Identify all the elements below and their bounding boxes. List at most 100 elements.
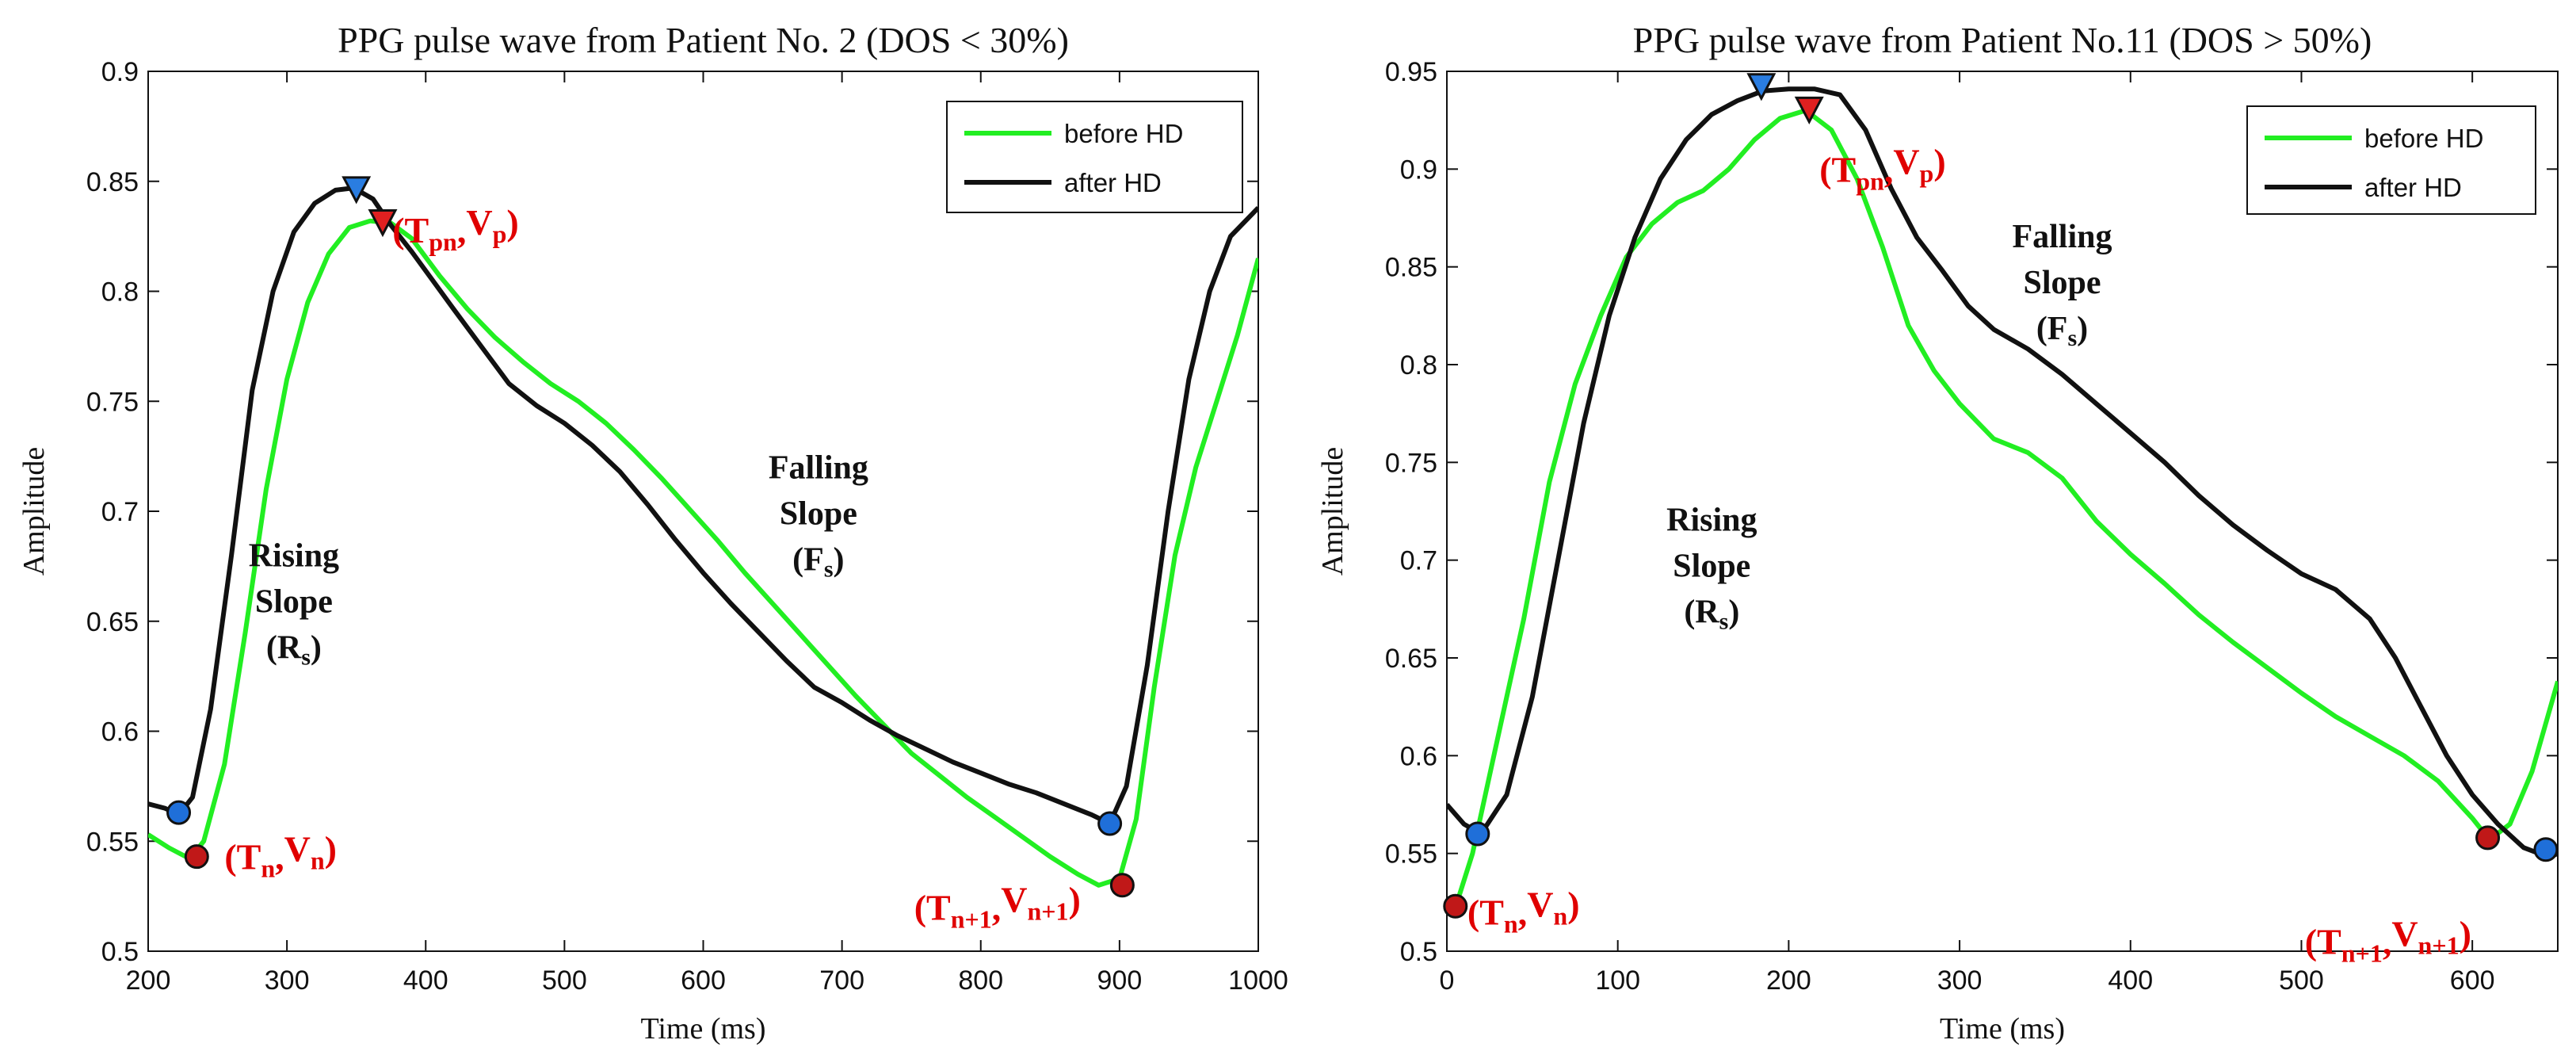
valley-marker-before (1109, 873, 1135, 898)
annotation-text: V (1001, 880, 1027, 920)
series-line-after-hd (1447, 86, 2558, 860)
slope-symbol-sub: s (2067, 325, 2077, 351)
peak-marker-before (1794, 96, 1824, 124)
y-tick-label: 0.65 (1385, 644, 1437, 674)
annotation-text: V (2391, 914, 2418, 954)
slope-label-line: Slope (1673, 549, 1750, 585)
plot-frame (1446, 71, 2559, 952)
series-line-before-hd (1447, 108, 2558, 911)
annotation-text: ) (325, 829, 337, 870)
y-axis-label: Amplitude (17, 447, 51, 576)
y-tick-label: 0.75 (86, 387, 139, 417)
slope-symbol-tail: ) (311, 629, 322, 666)
annotation-text: V (466, 202, 492, 243)
x-axis-label: Time (ms) (640, 1012, 765, 1046)
slope-label-line: Falling (2012, 219, 2112, 255)
annotation-text: ( (2305, 922, 2317, 962)
x-axis-label: Time (ms) (1940, 1012, 2065, 1046)
legend-entry: before HD (1064, 119, 1183, 148)
annotation-text: T (926, 888, 951, 928)
legend-entry: after HD (2364, 173, 2462, 202)
slope-label-line: Slope (255, 583, 333, 620)
point-annotation: (Tpn,Vp) (1819, 141, 1945, 195)
annotation-subscript: n+1 (2418, 931, 2460, 960)
slope-symbol-sub: s (824, 556, 834, 582)
slope-symbol-tail: ) (1728, 594, 1739, 631)
point-annotation: (Tpn,Vp) (392, 202, 518, 256)
annotation-subscript: pn (429, 227, 457, 256)
valley-marker-after (1465, 821, 1490, 847)
legend-entry: before HD (2364, 124, 2483, 153)
point-annotation: (Tn,Vn) (224, 829, 337, 883)
annotation-subscript: n+1 (951, 905, 992, 934)
x-tick-label: 300 (1937, 965, 1983, 996)
x-tick-label: 600 (681, 965, 726, 996)
slope-symbol-tail: ) (834, 541, 845, 578)
slope-label-symbol: (Rs) (1684, 594, 1739, 635)
x-tick-label: 400 (2108, 965, 2153, 996)
y-tick-label: 0.85 (1385, 253, 1437, 283)
annotation-subscript: n (1553, 902, 1567, 931)
y-tick-label: 0.95 (1385, 57, 1437, 87)
y-tick-label: 0.7 (101, 497, 139, 527)
x-tick-label: 500 (542, 965, 587, 996)
valley-marker-before (2475, 825, 2501, 851)
annotation-text: , (1518, 893, 1528, 933)
slope-label-symbol: (Fs) (792, 541, 844, 582)
annotation-text: T (1832, 149, 1857, 189)
slope-label-symbol: (Fs) (2036, 311, 2088, 351)
y-tick-label: 0.5 (101, 937, 139, 967)
annotation-text: , (992, 888, 1002, 928)
y-tick-label: 0.9 (101, 57, 139, 87)
point-annotation: (Tn+1,Vn+1) (914, 880, 1081, 934)
legend-entry: after HD (1064, 168, 1162, 197)
annotation-text: , (1884, 149, 1894, 189)
slope-label-symbol: (Rs) (266, 629, 322, 670)
annotation-text: T (405, 210, 429, 250)
x-tick-label: 700 (819, 965, 864, 996)
valley-marker-before (184, 844, 209, 870)
peak-marker-after (342, 176, 372, 205)
chart-2: PPG pulse wave from Patient No.11 (DOS >… (1316, 20, 2559, 1046)
y-tick-label: 0.75 (1385, 448, 1437, 478)
annotation-text: ( (914, 888, 926, 928)
annotation-text: , (275, 837, 284, 877)
annotation-subscript: p (1920, 159, 1934, 187)
valley-marker-after (2533, 837, 2559, 862)
y-tick-label: 0.6 (101, 717, 139, 747)
x-tick-label: 600 (2450, 965, 2495, 996)
legend: before HD after HD (2246, 105, 2536, 215)
annotation-subscript: p (493, 220, 507, 248)
slope-label-line: Rising (249, 537, 339, 574)
slope-symbol-sub: s (1719, 609, 1729, 635)
valley-marker-before (1443, 893, 1468, 919)
x-tick-label: 300 (265, 965, 310, 996)
annotation-subscript: pn (1856, 166, 1884, 195)
series-line-before-hd (148, 218, 1258, 888)
y-tick-label: 0.65 (86, 607, 139, 637)
legend-box (946, 101, 1243, 213)
annotation-text: ) (2460, 914, 2471, 954)
slope-label-line: Slope (780, 495, 857, 532)
annotation-text: T (1479, 893, 1504, 933)
annotation-text: , (2383, 922, 2392, 962)
slope-label-line: Falling (769, 449, 868, 486)
peak-marker-before (368, 208, 398, 238)
slope-symbol-tail: ) (2077, 311, 2088, 347)
annotation-text: ( (392, 210, 404, 250)
y-tick-label: 0.9 (1400, 155, 1437, 185)
annotation-text: ) (1933, 141, 1945, 182)
y-tick-label: 0.5 (1400, 937, 1437, 967)
annotation-subscript: n (311, 847, 325, 875)
y-tick-label: 0.55 (1385, 839, 1437, 870)
y-tick-label: 0.6 (1400, 741, 1437, 771)
slope-symbol-base: (R (266, 629, 302, 666)
annotation-text: , (457, 210, 467, 250)
annotation-text: V (284, 829, 311, 870)
series-line-after-hd (148, 185, 1258, 826)
annotation-text: V (1527, 885, 1553, 925)
annotation-text: ) (1069, 880, 1081, 920)
slope-symbol-base: (R (1684, 594, 1719, 631)
annotation-text: ) (1567, 885, 1579, 925)
